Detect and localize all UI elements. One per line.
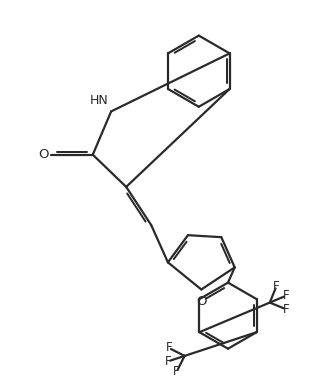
Text: F: F: [164, 355, 171, 368]
Text: F: F: [273, 280, 280, 293]
Text: O: O: [38, 148, 49, 161]
Text: F: F: [283, 289, 289, 302]
Text: F: F: [165, 341, 172, 354]
Text: F: F: [283, 303, 289, 316]
Text: HN: HN: [89, 94, 108, 107]
Text: O: O: [196, 294, 207, 308]
Text: F: F: [173, 365, 180, 378]
